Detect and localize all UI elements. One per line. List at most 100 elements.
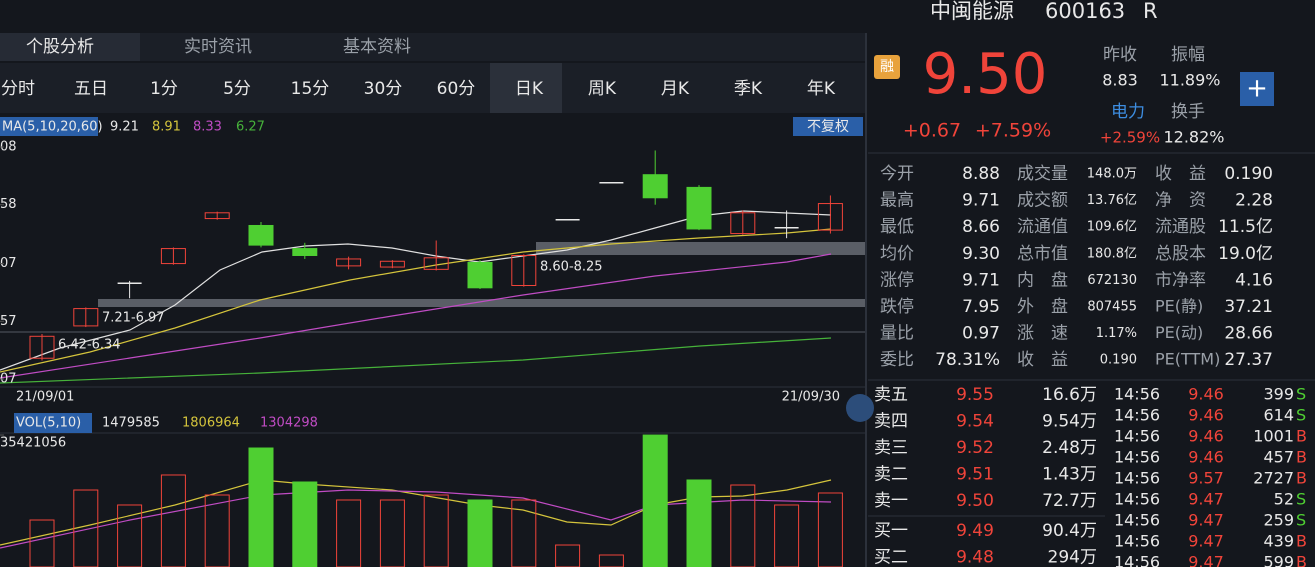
volume-bar — [160, 474, 186, 567]
book-label: 买一 — [874, 521, 908, 541]
period-tab: 分时 — [1, 79, 35, 99]
collapse-button[interactable] — [846, 394, 874, 422]
vol-ma-value: 1806964 — [182, 416, 240, 431]
candle-body — [29, 335, 55, 359]
stat-value: 0.190 — [1100, 353, 1137, 368]
trade-time: 14:56 — [1114, 490, 1160, 509]
vol-ma-value: 1304298 — [260, 416, 318, 431]
trade-time: 14:56 — [1114, 553, 1160, 567]
trade-price: 9.46 — [1188, 385, 1224, 404]
candle-body — [73, 308, 99, 327]
book-price: 9.55 — [956, 385, 994, 405]
trade-volume: 439 — [1263, 532, 1294, 551]
tab[interactable]: 实时资讯 — [184, 37, 252, 57]
volume-bar — [774, 504, 800, 567]
price: 9.50 — [923, 42, 1048, 107]
candle-body — [511, 254, 537, 287]
trade-side: S — [1296, 490, 1306, 509]
book-label: 买二 — [874, 548, 908, 567]
trade-price: 9.47 — [1188, 490, 1224, 509]
stat-label: 收 益 — [1017, 350, 1068, 370]
add-button[interactable] — [1240, 72, 1274, 106]
book-label: 卖二 — [874, 465, 908, 485]
add-button-text[interactable]: + — [1246, 74, 1268, 104]
label: 振幅 — [1171, 45, 1205, 65]
stat-label: 最低 — [880, 217, 914, 237]
period-tab: 周K — [588, 79, 617, 99]
stat-value: 109.6亿 — [1087, 220, 1137, 235]
trade-price: 9.47 — [1188, 553, 1224, 567]
y-tick-label: 07 — [0, 256, 17, 271]
stat-value: 807455 — [1087, 300, 1137, 315]
badge — [874, 55, 900, 79]
period-tab: 15分 — [291, 79, 330, 99]
book-volume: 16.6万 — [1042, 385, 1097, 405]
ma-label: MA(5,10,20,60) — [2, 120, 103, 135]
book-volume: 9.54万 — [1042, 412, 1097, 432]
vol-label: VOL(5,10) — [16, 416, 81, 431]
period-tab: 年K — [807, 79, 836, 99]
stat-value: 148.0万 — [1087, 167, 1137, 182]
book-volume: 1.43万 — [1042, 465, 1097, 485]
volume-bar — [379, 499, 405, 567]
stock-code: 600163 — [1045, 0, 1125, 23]
date-label: 21/09/01 — [16, 390, 74, 405]
trade-price: 9.47 — [1188, 511, 1224, 530]
adjust-button-bg[interactable] — [793, 117, 863, 136]
book-volume: 72.7万 — [1042, 491, 1097, 511]
volume-bar — [29, 519, 55, 567]
badge-text: 融 — [880, 59, 894, 75]
stat-label: 量比 — [880, 324, 914, 344]
stat-value: 4.16 — [1235, 270, 1273, 290]
stat-label: 今开 — [880, 164, 914, 184]
stat-value: 19.0亿 — [1218, 244, 1273, 264]
candle-body — [336, 258, 362, 267]
vol-label-bg — [14, 413, 92, 433]
trade-time: 14:56 — [1114, 406, 1160, 425]
active-tab-bg — [0, 33, 140, 61]
volume-bar — [686, 479, 712, 567]
period-tab: 五日 — [74, 79, 108, 99]
candle-body — [204, 212, 230, 220]
volume-bar — [73, 489, 99, 567]
gap-label: 6.42-6.34 — [58, 338, 121, 353]
trade-volume: 399 — [1263, 385, 1294, 404]
y-tick-label: 58 — [0, 197, 17, 212]
period-tab: 5分 — [223, 79, 251, 99]
stat-label: 均价 — [880, 244, 914, 264]
sector-pct: +2.59% — [1100, 129, 1160, 147]
book-price: 9.50 — [956, 491, 994, 511]
ma-value: 6.27 — [236, 120, 265, 135]
book-price: 9.51 — [956, 465, 994, 485]
period-bar — [0, 63, 865, 113]
ma-label-bg — [0, 117, 98, 136]
tab[interactable]: 个股分析 — [26, 37, 94, 57]
book-volume: 2.48万 — [1042, 438, 1097, 458]
candle-body — [730, 212, 756, 235]
book-price: 9.48 — [956, 548, 994, 567]
volume-bar — [511, 499, 537, 567]
trade-price: 9.57 — [1188, 469, 1224, 488]
sector: 电力 — [1111, 102, 1145, 122]
stat-value: 9.30 — [962, 244, 1000, 264]
book-label: 卖三 — [874, 438, 908, 458]
candle-body — [817, 203, 843, 231]
book-label: 卖一 — [874, 491, 908, 511]
tab[interactable]: 基本资料 — [343, 37, 411, 57]
stat-label: PE(静) — [1155, 297, 1203, 316]
trade-side: B — [1296, 553, 1307, 567]
period-tab: 日K — [515, 79, 544, 99]
candle-body — [248, 224, 274, 246]
trade-time: 14:56 — [1114, 511, 1160, 530]
stat-value: 9.71 — [962, 191, 1000, 211]
trade-volume: 52 — [1274, 490, 1294, 509]
stat-label: 涨 速 — [1017, 324, 1068, 344]
gap-band — [98, 299, 865, 307]
stat-value: 0.97 — [962, 324, 1000, 344]
candle-body — [160, 248, 186, 265]
stat-label: 总市值 — [1017, 244, 1068, 264]
period-tab: 30分 — [364, 79, 403, 99]
stat-label: 委比 — [880, 350, 914, 370]
